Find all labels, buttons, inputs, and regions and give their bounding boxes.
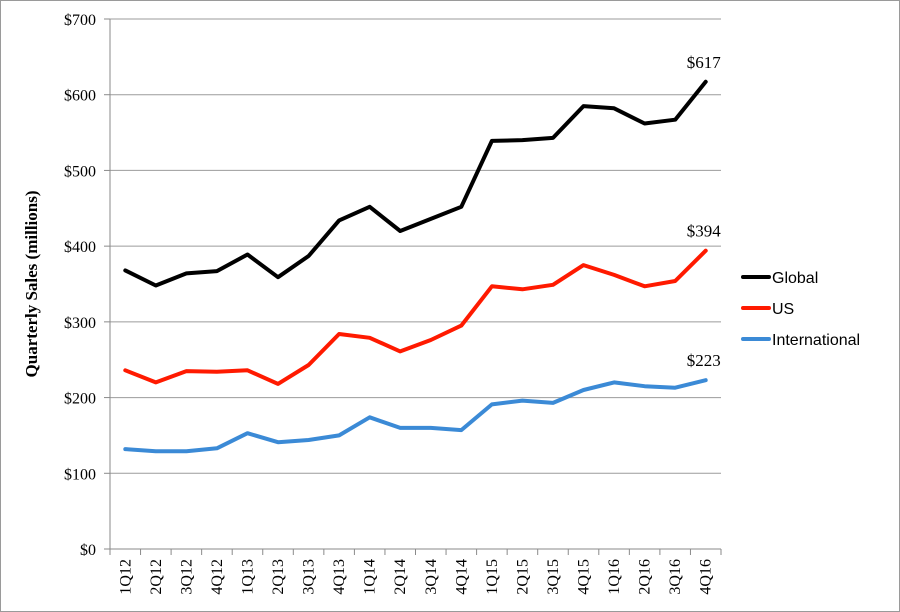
series-line-global [123, 79, 708, 288]
grid [110, 18, 721, 474]
x-tick-label: 1Q13 [239, 559, 256, 595]
y-tick-labels: $0 $100 $200 $300 $400 $500 $600 $700 [64, 12, 96, 559]
legend-item: International [741, 332, 860, 349]
x-tick-label: 3Q12 [178, 559, 195, 595]
legend-item: US [741, 301, 794, 318]
x-tick-label: 2Q14 [392, 559, 409, 595]
x-tick-label: 3Q16 [667, 559, 684, 595]
end-labels: $617 $394 $223 [687, 53, 722, 370]
x-tick-label: 4Q15 [576, 559, 593, 595]
end-label-us: $394 [687, 222, 722, 241]
x-tick-label: 1Q15 [484, 559, 501, 595]
x-tick-label: 4Q13 [331, 559, 348, 595]
x-tick-label: 1Q16 [606, 559, 623, 595]
x-tick-label: 4Q16 [698, 559, 715, 595]
y-axis-title: Quarterly Sales (millions) [22, 191, 41, 378]
y-tick-label: $200 [64, 391, 96, 408]
x-tick-label: 3Q14 [423, 559, 440, 595]
x-tick-label: 2Q15 [514, 559, 531, 595]
y-tick-label: $600 [64, 88, 96, 105]
y-tick-label: $700 [64, 12, 96, 29]
y-tick-label: $0 [80, 542, 96, 559]
legend-item: Global [741, 270, 818, 287]
x-tick-label: 2Q16 [637, 559, 654, 595]
series-line-us [123, 248, 708, 386]
x-tick-label: 2Q13 [270, 559, 287, 595]
legend-label: Global [772, 270, 818, 287]
legend-label: US [772, 301, 794, 318]
legend-label: International [772, 332, 860, 349]
y-tick-label: $500 [64, 163, 96, 180]
x-tick-label: 4Q12 [209, 559, 226, 595]
legend: Global US International [741, 270, 860, 349]
x-tick-label: 1Q12 [117, 559, 134, 595]
y-tick-label: $100 [64, 466, 96, 483]
axes [104, 18, 722, 555]
end-label-international: $223 [687, 351, 721, 370]
x-tick-label: 2Q12 [148, 559, 165, 595]
x-tick-label: 4Q14 [453, 559, 470, 595]
y-tick-label: $400 [64, 239, 96, 256]
x-tick-label: 3Q13 [301, 559, 318, 595]
x-tick-label: 3Q15 [545, 559, 562, 595]
end-label-global: $617 [687, 53, 722, 72]
x-tick-labels: 1Q12 2Q12 3Q12 4Q12 1Q13 2Q13 3Q13 4Q13 1Q14 2Q14… [117, 559, 714, 595]
series-lines [123, 79, 708, 454]
x-tick-label: 1Q14 [362, 559, 379, 595]
series-line-international [123, 378, 708, 454]
y-tick-label: $300 [64, 315, 96, 332]
